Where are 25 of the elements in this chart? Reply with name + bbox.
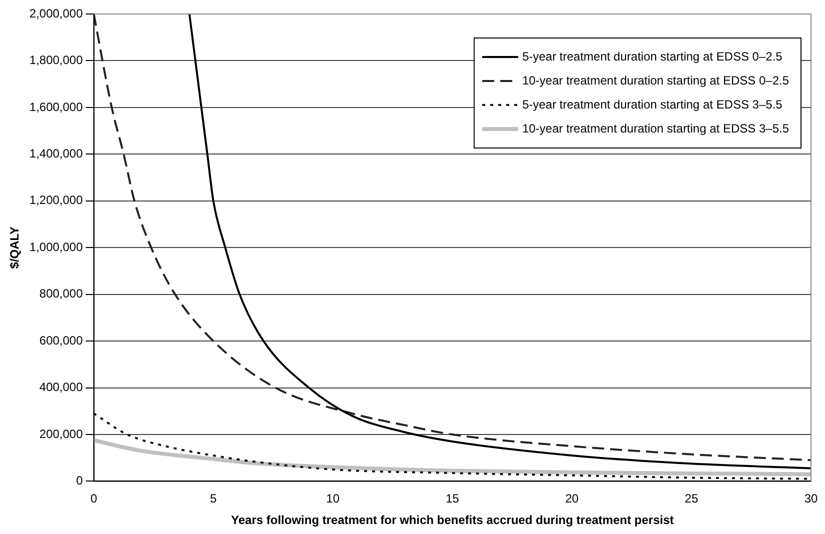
- x-axis-title: Years following treatment for which benefits accrued during treatment persist: [231, 513, 674, 528]
- line-series: [94, 438, 811, 476]
- y-tick-label: 0: [76, 474, 84, 488]
- x-tick-label: 15: [446, 492, 460, 506]
- x-tick-label: 25: [684, 492, 698, 506]
- y-tick-label: 400,000: [39, 380, 84, 394]
- y-tick-label: 800,000: [39, 286, 84, 301]
- y-tick-label: 600,000: [39, 333, 84, 348]
- x-tick-label: 30: [804, 492, 818, 506]
- legend-label: 10-year treatment duration starting at EDSS 0–2.5: [522, 73, 790, 88]
- y-tick-label: 200,000: [39, 426, 84, 441]
- x-tick-label: 0: [90, 492, 98, 506]
- y-tick-label: 1,600,000: [29, 100, 84, 114]
- legend-label: 5-year treatment duration starting at EDSS 0–2.5: [522, 49, 783, 64]
- x-tick-label: 10: [326, 492, 340, 506]
- legend-label: 10-year treatment duration starting at EDSS 3–5.5: [522, 121, 790, 136]
- y-tick-label: 1,000,000: [29, 240, 84, 254]
- y-tick-label: 2,000,000: [29, 6, 84, 20]
- y-tick-label: 1,400,000: [29, 146, 84, 160]
- y-axis-title: $/QALY: [8, 226, 22, 269]
- x-tick-label: 5: [210, 492, 217, 506]
- y-tick-label: 1,800,000: [29, 53, 84, 68]
- y-tick-label: 1,200,000: [29, 193, 84, 208]
- legend-label: 5-year treatment duration starting at EDSS 3–5.5: [522, 97, 783, 112]
- x-tick-label: 20: [565, 492, 579, 506]
